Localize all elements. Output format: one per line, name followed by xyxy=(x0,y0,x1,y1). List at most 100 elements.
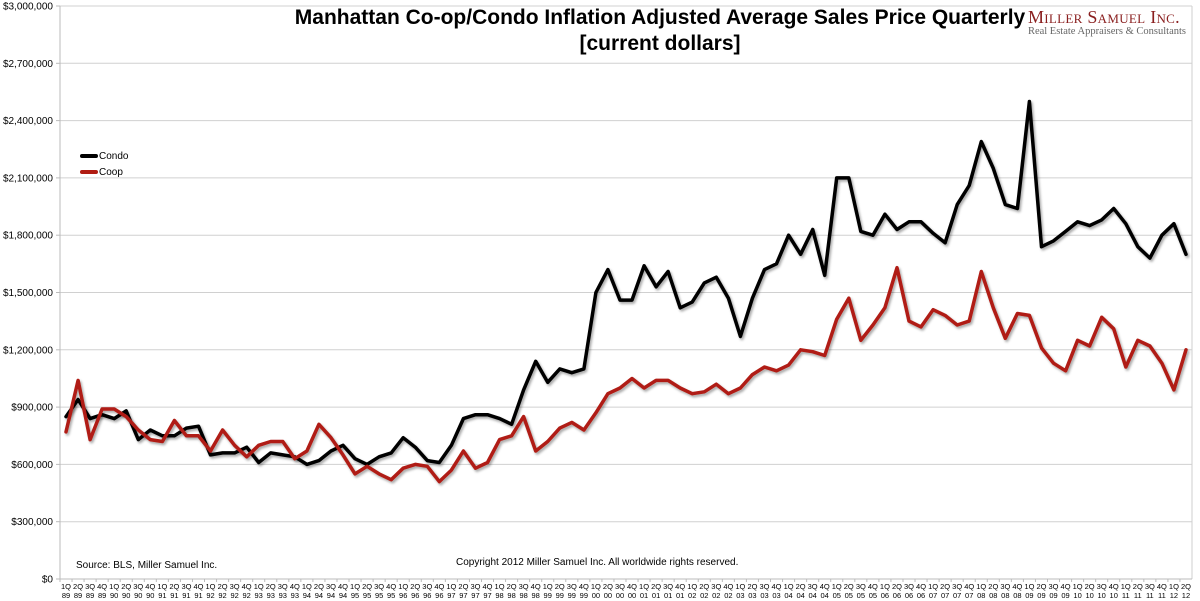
y-tick-label: $0 xyxy=(42,575,54,586)
x-tick-label: 99 xyxy=(544,591,552,600)
legend-swatch-coop xyxy=(80,170,98,174)
x-tick-label: 11 xyxy=(1146,591,1154,600)
x-tick-label: 07 xyxy=(941,591,949,600)
x-tick-label: 3Q xyxy=(711,582,721,591)
legend-label-condo: Condo xyxy=(99,150,129,162)
x-tick-label: 96 xyxy=(423,591,431,600)
x-tick-label: 05 xyxy=(857,591,865,600)
x-tick-label: 07 xyxy=(965,591,973,600)
x-tick-label: 3Q xyxy=(808,582,818,591)
x-tick-label: 94 xyxy=(327,591,335,600)
x-tick-label: 4Q xyxy=(772,582,782,591)
brand-tagline: Real Estate Appraisers & Consultants xyxy=(1027,26,1186,37)
x-tick-label: 1Q xyxy=(302,582,312,591)
x-tick-label: 03 xyxy=(772,591,780,600)
y-tick-label: $2,100,000 xyxy=(3,173,53,184)
x-tick-label: 04 xyxy=(796,591,804,600)
x-tick-label: 09 xyxy=(1025,591,1033,600)
x-tick-label: 4Q xyxy=(193,582,203,591)
x-tick-label: 2Q xyxy=(507,582,517,591)
x-tick-label: 4Q xyxy=(483,582,493,591)
x-tick-label: 1Q xyxy=(446,582,456,591)
x-tick-label: 4Q xyxy=(1109,582,1119,591)
x-tick-label: 4Q xyxy=(145,582,155,591)
x-tick-label: 98 xyxy=(532,591,540,600)
x-tick-label: 2Q xyxy=(940,582,950,591)
x-tick-label: 1Q xyxy=(350,582,360,591)
x-tick-label: 2Q xyxy=(892,582,902,591)
x-tick-label: 1Q xyxy=(157,582,167,591)
x-tick-label: 1Q xyxy=(784,582,794,591)
x-tick-label: 03 xyxy=(748,591,756,600)
x-tick-label: 08 xyxy=(1013,591,1021,600)
x-tick-label: 2Q xyxy=(1036,582,1046,591)
x-tick-label: 97 xyxy=(483,591,491,600)
x-tick-label: 10 xyxy=(1085,591,1093,600)
x-tick-label: 98 xyxy=(519,591,527,600)
x-tick-label: 92 xyxy=(206,591,214,600)
x-tick-label: 07 xyxy=(953,591,961,600)
y-tick-label: $2,400,000 xyxy=(3,116,53,127)
x-tick-label: 94 xyxy=(339,591,347,600)
x-tick-label: 1Q xyxy=(398,582,408,591)
x-tick-label: 06 xyxy=(917,591,925,600)
chart-title: Manhattan Co-op/Condo Inflation Adjusted… xyxy=(294,6,1026,29)
x-tick-label: 04 xyxy=(821,591,829,600)
x-tick-label: 10 xyxy=(1073,591,1081,600)
x-tick-label: 97 xyxy=(459,591,467,600)
x-tick-label: 4Q xyxy=(386,582,396,591)
x-tick-label: 2Q xyxy=(218,582,228,591)
y-tick-label: $3,000,000 xyxy=(3,2,53,13)
x-tick-label: 01 xyxy=(640,591,648,600)
legend-swatch-condo xyxy=(80,154,98,158)
x-tick-label: 02 xyxy=(724,591,732,600)
x-tick-label: 91 xyxy=(182,591,190,600)
x-tick-label: 02 xyxy=(712,591,720,600)
x-tick-label: 99 xyxy=(580,591,588,600)
x-tick-label: 4Q xyxy=(1157,582,1167,591)
x-tick-label: 93 xyxy=(279,591,287,600)
x-tick-label: 3Q xyxy=(326,582,336,591)
x-tick-label: 08 xyxy=(977,591,985,600)
x-tick-label: 09 xyxy=(1037,591,1045,600)
x-tick-label: 3Q xyxy=(663,582,673,591)
x-tick-label: 09 xyxy=(1049,591,1057,600)
x-tick-label: 89 xyxy=(98,591,106,600)
x-tick-label: 98 xyxy=(495,591,503,600)
x-tick-label: 00 xyxy=(604,591,612,600)
x-tick-label: 04 xyxy=(784,591,792,600)
x-tick-label: 00 xyxy=(592,591,600,600)
x-tick-label: 04 xyxy=(808,591,816,600)
x-tick-label: 2Q xyxy=(169,582,179,591)
x-tick-label: 3Q xyxy=(1145,582,1155,591)
copyright-note: Copyright 2012 Miller Samuel Inc. All wo… xyxy=(456,557,739,568)
chart-legend: Condo Coop xyxy=(80,148,128,180)
x-tick-label: 2Q xyxy=(796,582,806,591)
x-tick-label: 90 xyxy=(110,591,118,600)
x-tick-label: 4Q xyxy=(723,582,733,591)
x-axis: 1Q892Q893Q894Q891Q902Q903Q904Q901Q912Q91… xyxy=(59,578,1192,600)
y-tick-label: $600,000 xyxy=(11,460,53,471)
x-tick-label: 93 xyxy=(291,591,299,600)
x-tick-label: 4Q xyxy=(242,582,252,591)
x-tick-label: 2Q xyxy=(314,582,324,591)
x-tick-label: 05 xyxy=(845,591,853,600)
x-tick-label: 3Q xyxy=(904,582,914,591)
x-tick-label: 4Q xyxy=(675,582,685,591)
x-tick-label: 91 xyxy=(170,591,178,600)
x-tick-label: 06 xyxy=(905,591,913,600)
x-tick-label: 03 xyxy=(736,591,744,600)
source-note: Source: BLS, Miller Samuel Inc. xyxy=(76,560,218,571)
x-tick-label: 2Q xyxy=(844,582,854,591)
y-tick-label: $900,000 xyxy=(11,403,53,414)
x-tick-label: 90 xyxy=(146,591,154,600)
x-tick-label: 01 xyxy=(676,591,684,600)
x-tick-label: 91 xyxy=(194,591,202,600)
x-tick-label: 05 xyxy=(833,591,841,600)
x-tick-label: 3Q xyxy=(133,582,143,591)
x-tick-label: 2Q xyxy=(747,582,757,591)
x-tick-label: 2Q xyxy=(988,582,998,591)
x-tick-label: 3Q xyxy=(181,582,191,591)
x-tick-label: 2Q xyxy=(699,582,709,591)
